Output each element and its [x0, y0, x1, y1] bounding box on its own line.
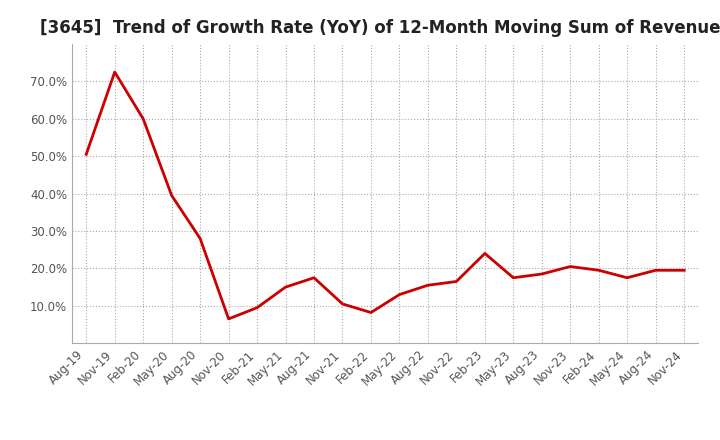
- Title: [3645]  Trend of Growth Rate (YoY) of 12-Month Moving Sum of Revenues: [3645] Trend of Growth Rate (YoY) of 12-…: [40, 19, 720, 37]
